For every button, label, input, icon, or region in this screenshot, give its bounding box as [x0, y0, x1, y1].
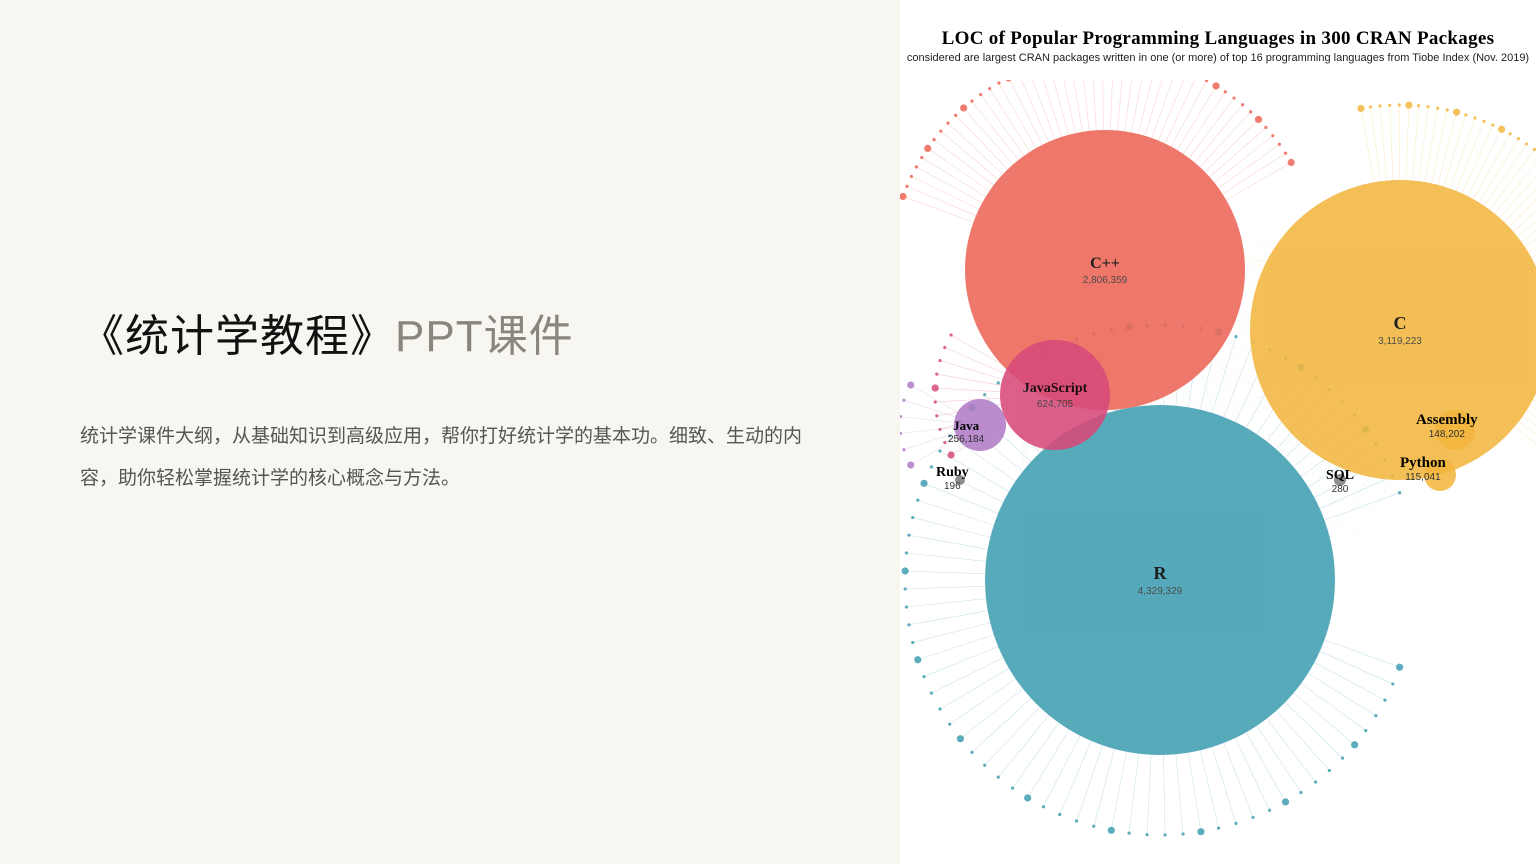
bubble-ext-label-assembly: Assembly148,202 [1416, 412, 1478, 440]
title-prefix: 《统计学教程》 [80, 312, 395, 361]
bubble-js: JavaScript 624,705 [1000, 340, 1110, 450]
bubble-value: 4,329,329 [1138, 586, 1183, 597]
bubble-value: 196 [936, 481, 969, 492]
slide-description: 统计学课件大纲，从基础知识到高级应用，帮你打好统计学的基本功。细致、生动的内容，… [80, 416, 820, 500]
bubble-label: Python [1400, 455, 1446, 472]
bubble-value: 148,202 [1416, 429, 1478, 440]
bubble-ext-label-python: Python115,041 [1400, 455, 1446, 483]
chart-panel: LOC of Popular Programming Languages in … [900, 0, 1536, 864]
bubble-ext-label-java: Java256,184 [948, 418, 984, 445]
bubble-label: C [1394, 313, 1407, 334]
slide-title: 《统计学教程》PPT课件 [80, 300, 820, 364]
bubble-value: 2,806,359 [1083, 275, 1128, 286]
bubble-r: R 4,329,329 [985, 405, 1335, 755]
bubble-value: 280 [1326, 484, 1354, 495]
bubble-label: Java [948, 418, 984, 434]
bubble-label: Ruby [936, 465, 969, 481]
bubble-ext-label-ruby: Ruby196 [936, 465, 969, 492]
bubble-c: C 3,119,223 [1250, 180, 1536, 480]
bubble-ext-label-sql: SQL280 [1326, 468, 1354, 495]
bubble-value: 256,184 [948, 434, 984, 445]
bubble-chart: R 4,329,329 C 3,119,223 C++ 2,806,359 JavaScri… [900, 80, 1536, 840]
title-accent: PPT课件 [395, 312, 574, 361]
chart-title: LOC of Popular Programming Languages in … [900, 0, 1536, 50]
bubble-label: SQL [1326, 468, 1354, 484]
slide-text-panel: 《统计学教程》PPT课件 统计学课件大纲，从基础知识到高级应用，帮你打好统计学的… [0, 0, 900, 864]
bubble-value: 3,119,223 [1378, 336, 1422, 347]
bubble-label: JavaScript [1023, 381, 1088, 397]
bubble-label: Assembly [1416, 412, 1478, 429]
bubble-label: R [1154, 563, 1167, 584]
chart-subtitle: considered are largest CRAN packages wri… [900, 52, 1536, 64]
bubble-value: 624,705 [1037, 399, 1073, 410]
bubble-label: C++ [1090, 255, 1120, 273]
bubble-value: 115,041 [1400, 472, 1446, 483]
